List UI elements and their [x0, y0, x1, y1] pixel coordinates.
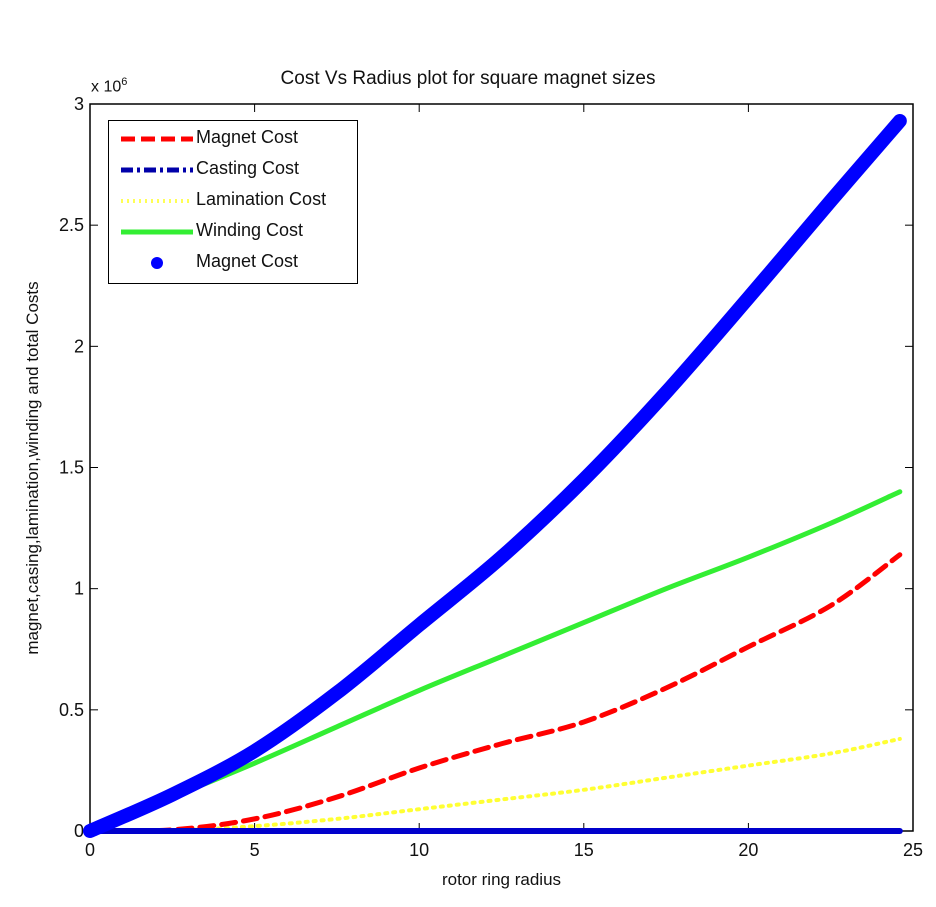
y-axis-label: magnet,casing,lamination,winding and tot…: [23, 281, 42, 655]
y-tick-label: 1: [74, 579, 84, 599]
legend: Magnet Cost Casting Cost Lamination Cost…: [108, 120, 358, 284]
legend-label: Magnet Cost: [196, 127, 299, 147]
x-axis-label: rotor ring radius: [441, 870, 562, 889]
y-tick-label: 2: [74, 336, 84, 356]
x-tick-label: 5: [250, 840, 260, 860]
series-winding-cost-solid: [87, 489, 903, 834]
y-exponent-label: x 106: [91, 76, 127, 96]
dotted-line-icon: [121, 199, 193, 203]
chart-title: Cost Vs Radius plot for square magnet si…: [280, 68, 656, 89]
y-exponent-power: 6: [121, 76, 128, 88]
y-tick-label: 0: [74, 821, 84, 841]
legend-item-casting-cost: Casting Cost: [109, 154, 357, 184]
x-tick-label: 10: [409, 840, 429, 860]
y-exponent-base: x 10: [91, 78, 122, 96]
x-tick-label: 25: [903, 840, 923, 860]
solid-line-icon: [121, 229, 193, 235]
y-tick-label: 0.5: [59, 700, 84, 720]
legend-label: Lamination Cost: [196, 189, 327, 209]
series-magnet-cost-dashed: [87, 552, 903, 834]
legend-label: Magnet Cost: [196, 251, 299, 271]
legend-item-winding-cost: Winding Cost: [109, 216, 357, 246]
series-magnet-cost-markers: [83, 113, 907, 838]
legend-item-lamination-cost: Lamination Cost: [109, 185, 357, 215]
y-tick-label: 2.5: [59, 215, 84, 235]
x-tick-label: 20: [738, 840, 758, 860]
legend-label: Winding Cost: [196, 220, 304, 240]
y-tick-label: 3: [74, 94, 84, 114]
legend-item-magnet-cost-markers: Magnet Cost: [109, 247, 357, 277]
x-tick-label: 15: [574, 840, 594, 860]
x-tick-label: 0: [85, 840, 95, 860]
marker-icon: [151, 257, 163, 269]
dash-dot-line-icon: [121, 167, 193, 173]
series-lamination-cost-dotted: [88, 736, 902, 834]
legend-label: Casting Cost: [196, 158, 300, 178]
legend-item-magnet-cost: Magnet Cost: [109, 123, 357, 153]
dashed-line-icon: [121, 136, 193, 142]
y-tick-label: 1.5: [59, 458, 84, 478]
